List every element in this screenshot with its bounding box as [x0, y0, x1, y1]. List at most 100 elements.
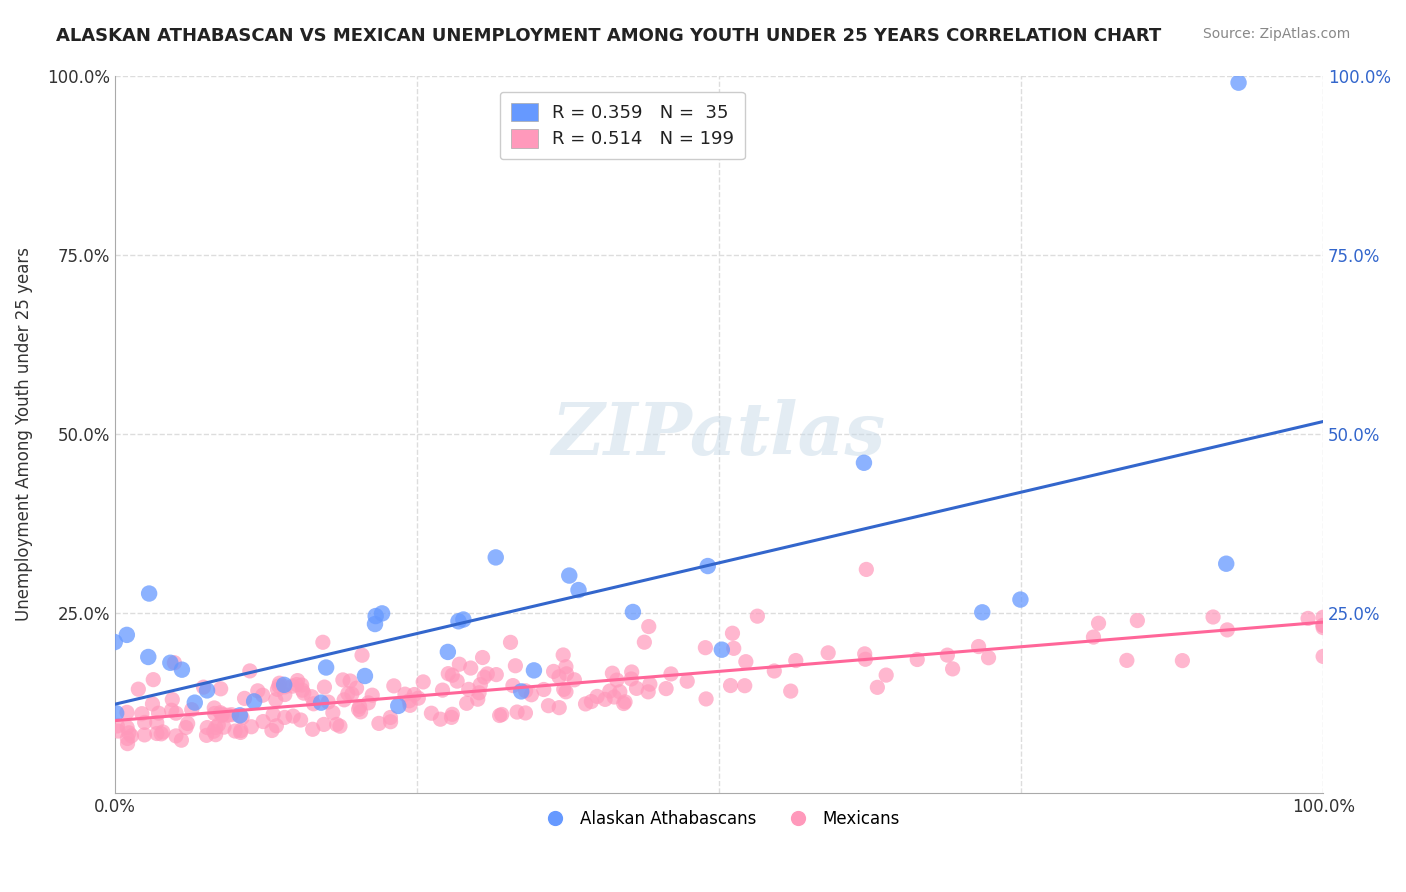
- Point: [127, 682, 149, 697]
- Point: [260, 723, 283, 738]
- Point: [533, 682, 555, 697]
- Point: [412, 674, 434, 689]
- Point: [399, 698, 422, 713]
- Point: [515, 683, 537, 698]
- Text: ALASKAN ATHABASCAN VS MEXICAN UNEMPLOYMENT AMONG YOUTH UNDER 25 YEARS CORRELATIO: ALASKAN ATHABASCAN VS MEXICAN UNEMPLOYME…: [56, 27, 1161, 45]
- Point: [347, 702, 370, 716]
- Point: [633, 635, 655, 649]
- Point: [349, 699, 371, 714]
- Point: [485, 550, 508, 565]
- Point: [229, 725, 252, 739]
- Point: [340, 687, 363, 701]
- Point: [364, 617, 387, 632]
- Point: [138, 586, 160, 600]
- Point: [107, 724, 129, 739]
- Point: [309, 696, 332, 710]
- Point: [266, 682, 288, 697]
- Point: [1312, 610, 1334, 624]
- Point: [195, 721, 218, 735]
- Point: [734, 679, 756, 693]
- Point: [134, 715, 156, 730]
- Point: [211, 707, 233, 722]
- Point: [146, 726, 169, 740]
- Point: [408, 691, 430, 706]
- Point: [361, 688, 384, 702]
- Point: [281, 709, 304, 723]
- Point: [163, 656, 186, 670]
- Point: [316, 695, 339, 709]
- Point: [165, 729, 187, 743]
- Point: [274, 688, 297, 702]
- Point: [145, 715, 167, 730]
- Point: [212, 720, 235, 734]
- Point: [1126, 614, 1149, 628]
- Text: Source: ZipAtlas.com: Source: ZipAtlas.com: [1202, 27, 1350, 41]
- Point: [252, 688, 274, 702]
- Point: [170, 733, 193, 747]
- Point: [1087, 616, 1109, 631]
- Point: [207, 718, 229, 732]
- Point: [548, 670, 571, 684]
- Point: [141, 697, 163, 711]
- Point: [329, 719, 352, 733]
- Point: [554, 659, 576, 673]
- Point: [170, 663, 193, 677]
- Point: [180, 703, 202, 717]
- Point: [394, 687, 416, 701]
- Point: [150, 727, 173, 741]
- Point: [233, 691, 256, 706]
- Point: [104, 635, 127, 649]
- Point: [387, 698, 409, 713]
- Point: [721, 626, 744, 640]
- Point: [972, 605, 994, 619]
- Point: [264, 692, 287, 706]
- Point: [614, 695, 637, 709]
- Point: [460, 661, 482, 675]
- Point: [142, 673, 165, 687]
- Point: [581, 694, 603, 708]
- Point: [537, 698, 560, 713]
- Point: [302, 697, 325, 711]
- Point: [779, 684, 801, 698]
- Point: [176, 716, 198, 731]
- Point: [312, 717, 335, 731]
- Point: [977, 650, 1000, 665]
- Point: [118, 726, 141, 740]
- Point: [239, 664, 262, 678]
- Point: [371, 607, 394, 621]
- Point: [638, 677, 661, 691]
- Point: [942, 662, 965, 676]
- Point: [620, 672, 643, 686]
- Point: [131, 706, 153, 721]
- Point: [312, 635, 335, 649]
- Point: [229, 723, 252, 738]
- Point: [287, 673, 309, 688]
- Point: [398, 694, 420, 708]
- Point: [420, 706, 443, 721]
- Point: [855, 652, 877, 666]
- Point: [520, 688, 543, 702]
- Point: [593, 692, 616, 706]
- Point: [273, 678, 295, 692]
- Point: [555, 685, 578, 699]
- Point: [967, 640, 990, 654]
- Point: [211, 708, 233, 723]
- Point: [548, 700, 571, 714]
- Point: [655, 681, 678, 696]
- Text: ZIPatlas: ZIPatlas: [553, 399, 886, 469]
- Point: [437, 645, 460, 659]
- Point: [202, 724, 225, 739]
- Point: [606, 673, 628, 687]
- Point: [292, 686, 315, 700]
- Point: [505, 658, 527, 673]
- Point: [291, 678, 314, 692]
- Point: [599, 684, 621, 698]
- Point: [165, 706, 187, 721]
- Point: [404, 688, 426, 702]
- Point: [472, 670, 495, 684]
- Point: [602, 666, 624, 681]
- Point: [217, 708, 239, 723]
- Point: [204, 706, 226, 721]
- Point: [558, 568, 581, 582]
- Point: [195, 728, 218, 742]
